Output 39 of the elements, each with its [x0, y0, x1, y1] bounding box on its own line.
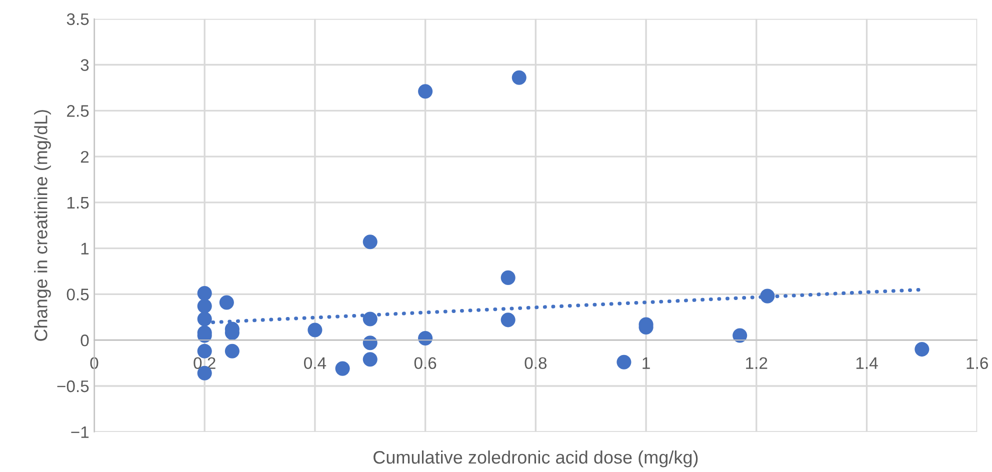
point [362, 234, 378, 250]
y-tick-label: −1 [71, 426, 89, 438]
x-tick-label: 0.6 [414, 357, 436, 370]
x-tick-label: 0.8 [524, 357, 547, 370]
y-tick-label: 0.5 [66, 288, 89, 300]
x-tick-label: 0.4 [304, 357, 326, 370]
y-tick-label: 1.5 [67, 197, 89, 209]
x-tick-label: 1 [642, 357, 650, 369]
point [197, 298, 212, 314]
point [616, 354, 632, 370]
y-tick-label: 3.5 [66, 13, 89, 26]
x-tick-label: 1.4 [856, 357, 878, 369]
point [335, 361, 350, 376]
y-tick-label: −0.5 [57, 380, 89, 392]
point [219, 295, 234, 310]
point [362, 336, 378, 350]
y-tick-label: 0 [80, 334, 89, 346]
y-tick-label: 1 [81, 242, 89, 254]
point [362, 312, 378, 326]
point [914, 342, 930, 357]
point [500, 270, 516, 285]
y-axis-title: Change in creatinine (mg/dL) [34, 110, 51, 341]
point [362, 352, 378, 367]
x-axis-title: Cumulative zoledronic acid dose (mg/kg) [374, 450, 698, 468]
x-tick-label: 1.6 [966, 357, 988, 370]
point [197, 286, 212, 301]
point [512, 70, 526, 85]
point [197, 344, 212, 358]
point [732, 328, 748, 343]
point [418, 330, 433, 346]
y-tick-label: 2 [80, 150, 89, 163]
x-tick-label: 1.2 [746, 357, 768, 369]
point [224, 344, 240, 358]
y-tick-label: 2.5 [67, 105, 89, 117]
point [308, 322, 322, 338]
x-tick-label: 0 [90, 357, 98, 370]
point [418, 84, 433, 99]
y-tick-label: 3 [80, 59, 89, 71]
point [500, 312, 516, 328]
